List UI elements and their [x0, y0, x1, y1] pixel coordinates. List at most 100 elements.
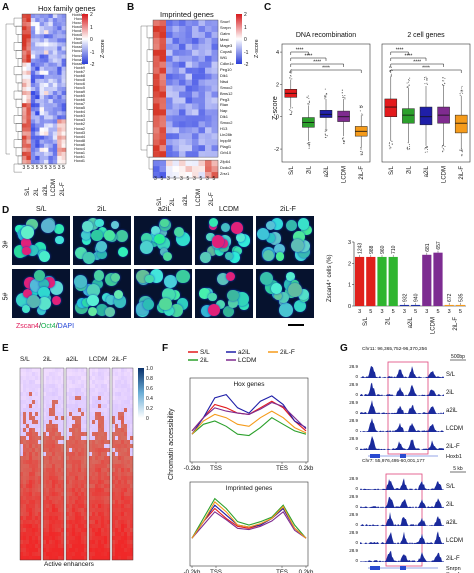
enhancer-cell — [75, 516, 79, 521]
enhancer-cell — [98, 508, 102, 513]
enhancer-cell — [115, 516, 119, 521]
enhancer-cell — [35, 496, 39, 501]
enhancer-cell — [89, 520, 93, 525]
enhancer-cell — [32, 464, 36, 469]
enhancer-cell — [78, 404, 82, 409]
sig-label: **** — [313, 60, 321, 66]
colorbar-tick: -2 — [244, 62, 249, 68]
heat-cell — [166, 49, 173, 56]
enhancer-cell — [26, 400, 30, 405]
heat-cell — [211, 139, 219, 146]
enhancer-cell — [92, 480, 96, 485]
cell-nucleus — [22, 288, 33, 299]
enhancer-cell — [61, 536, 65, 541]
enhancer-cell — [58, 448, 62, 453]
enhancer-cell — [104, 368, 108, 373]
heat-cell — [26, 78, 31, 84]
enhancer-cell — [127, 384, 131, 389]
enhancer-cell — [104, 428, 108, 433]
heat-cell — [35, 70, 40, 76]
enhancer-cell — [101, 408, 105, 413]
enhancer-cell — [46, 556, 50, 561]
enhancer-panel-frame — [111, 367, 134, 561]
enhancer-cell — [26, 408, 30, 413]
enhancer-cell — [121, 548, 125, 553]
enhancer-cell — [72, 500, 76, 505]
enhancer-cell — [52, 476, 56, 481]
enhancer-cell — [81, 508, 85, 513]
enhancer-cell — [29, 552, 33, 557]
heat-cell — [172, 139, 180, 146]
heat-cell — [30, 115, 36, 120]
cell-nucleus — [37, 296, 51, 310]
enhancer-cell — [112, 496, 116, 501]
enhancer-cell — [35, 552, 39, 557]
enhancer-cell — [52, 468, 56, 473]
heat-cell — [35, 46, 40, 51]
enhancer-cell — [89, 528, 93, 533]
enhancer-cell — [66, 544, 70, 549]
enhancer-cell — [69, 444, 73, 449]
heat-cell — [48, 95, 53, 100]
bar — [377, 256, 387, 306]
heat-cell — [159, 151, 167, 158]
box-outlier — [307, 95, 309, 97]
cell-nucleus — [105, 306, 115, 317]
heat-cell — [26, 30, 31, 35]
enhancer-cell — [61, 468, 65, 473]
box-outlier — [291, 71, 293, 73]
enhancer-cell — [58, 412, 62, 417]
enhancer-cell — [118, 408, 122, 413]
enhancer-cell — [20, 504, 24, 509]
enhancer-cell — [72, 468, 76, 473]
enhancer-cell — [26, 392, 30, 397]
enhancer-cell — [26, 464, 30, 469]
cell-nucleus — [265, 233, 276, 243]
gene-label: Peg10 — [220, 66, 232, 72]
heat-cell — [185, 103, 193, 110]
gene-label: Hoxd9 — [74, 37, 85, 42]
track-scale-zero: 0 — [355, 504, 358, 509]
enhancer-cell — [112, 448, 116, 453]
enhancer-cell — [84, 384, 88, 389]
enhancer-cell — [55, 444, 59, 449]
heat-cell — [48, 30, 53, 35]
box-outlier — [462, 151, 464, 153]
enhancer-cell — [49, 508, 53, 513]
enhancer-cell — [35, 376, 39, 381]
enhancer-cell — [66, 392, 70, 397]
heat-cell — [211, 145, 219, 152]
enhancer-cell — [69, 520, 73, 525]
enhancer-cell — [112, 556, 116, 561]
enhancer-cell — [69, 448, 73, 453]
enhancer-cell — [78, 504, 82, 509]
enhancer-cell — [55, 468, 59, 473]
enhancer-cell — [107, 492, 111, 497]
enhancer-cell — [52, 552, 56, 557]
heat-cell — [179, 166, 186, 173]
enhancer-cell — [43, 424, 47, 429]
enhancer-cell — [46, 532, 50, 537]
enhancer-cell — [112, 400, 116, 405]
enhancer-cell — [35, 408, 39, 413]
heat-cell — [61, 22, 67, 27]
enhancer-cell — [49, 372, 53, 377]
enhancer-cell — [26, 496, 30, 501]
colorbar-tick: 0 — [90, 37, 93, 43]
enhancer-cell — [121, 496, 125, 501]
enhancer-cell — [43, 416, 47, 421]
heat-cell — [61, 34, 67, 39]
enhancer-cell — [81, 424, 85, 429]
enhancer-cell — [118, 392, 122, 397]
gene-label: Wt1 — [220, 54, 228, 60]
enhancer-cell — [43, 380, 47, 385]
heat-cell — [57, 159, 62, 165]
enhancer-cell — [92, 472, 96, 477]
enhancer-cell — [115, 432, 119, 437]
enhancer-cell — [35, 368, 39, 373]
box-outlier — [291, 111, 293, 113]
enhancer-cell — [115, 552, 119, 557]
heat-cell — [26, 22, 31, 27]
heat-cell — [172, 31, 180, 39]
enhancer-cell — [124, 384, 128, 389]
